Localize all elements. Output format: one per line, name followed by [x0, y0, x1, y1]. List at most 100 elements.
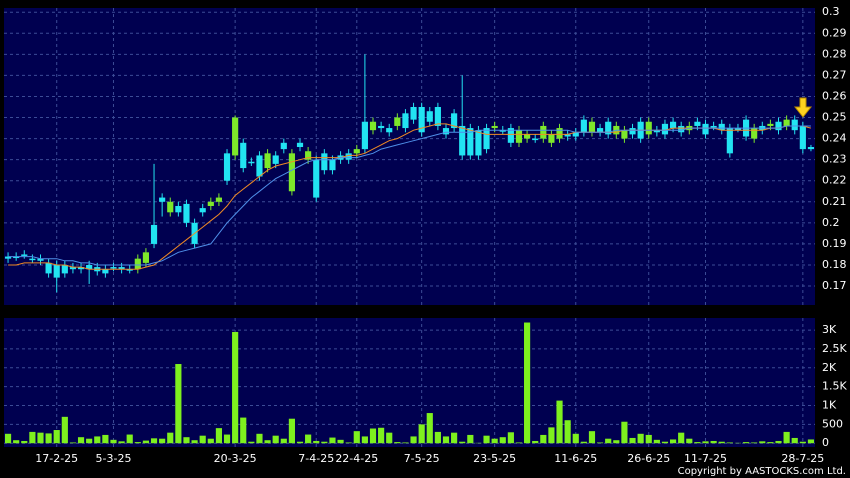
volume-bar [588, 431, 596, 444]
x-tick-label: 7-5-25 [404, 452, 440, 465]
candle-body [751, 128, 758, 139]
volume-bar [645, 434, 652, 444]
volume-bar [694, 442, 701, 444]
candle-body [515, 130, 523, 143]
volume-bar [451, 432, 458, 444]
volume-bar [426, 413, 433, 444]
volume-bar [742, 442, 750, 444]
volume-bar [288, 418, 295, 444]
volume-bar [150, 438, 158, 444]
volume-bar [215, 428, 222, 444]
volume-bar [207, 438, 214, 444]
candle-body [678, 125, 685, 133]
candle-body [661, 123, 669, 135]
candle-body [248, 161, 255, 164]
volume-bar [418, 424, 425, 444]
volume-bar [86, 438, 93, 444]
candle-body [53, 264, 60, 278]
volume-bar [491, 438, 498, 444]
volume-bar [183, 437, 190, 444]
candle-body [621, 130, 628, 139]
volume-bar [313, 440, 320, 444]
candle-body [329, 159, 336, 171]
candle-body [645, 121, 652, 135]
candle-body [418, 107, 425, 133]
x-tick-label: 11-7-25 [684, 452, 727, 465]
candle-body [605, 121, 612, 135]
candle-body [272, 155, 279, 164]
volume-bar [467, 434, 474, 444]
y-tick-label: 0.21 [822, 195, 847, 208]
volume-bar [369, 428, 377, 444]
candle-body [524, 134, 531, 139]
volume-bar [386, 432, 393, 444]
volume-bar [767, 442, 774, 444]
candle-body [167, 201, 174, 213]
volume-bar [13, 440, 20, 444]
y-tick-label: 0.29 [822, 26, 847, 39]
candle-body [353, 149, 360, 154]
candle-body [313, 159, 320, 198]
candle-body [702, 123, 709, 135]
volume-bar [37, 432, 44, 444]
volume-bar [597, 442, 604, 444]
candle-body [499, 130, 506, 132]
y-tick-label: 0.25 [822, 111, 847, 124]
candle-body [718, 123, 725, 131]
candle-body [345, 153, 352, 160]
volume-bar [167, 432, 174, 444]
candle-body [207, 201, 214, 206]
volume-bar [459, 441, 466, 444]
candle-body [134, 258, 141, 270]
volume-bar [329, 437, 336, 444]
volume-tick-label: 3K [822, 323, 837, 336]
candle-body [86, 264, 93, 270]
candle-body [442, 128, 450, 135]
volume-bar [21, 440, 28, 444]
x-tick-label: 23-5-25 [473, 452, 516, 465]
y-tick-label: 0.26 [822, 89, 847, 102]
candle-body [588, 121, 596, 133]
x-tick-label: 17-2-25 [35, 452, 78, 465]
volume-bar [53, 430, 60, 444]
candle-body [110, 267, 117, 269]
volume-bar [102, 434, 109, 444]
candle-body [118, 267, 125, 270]
volume-bar [775, 440, 782, 444]
candle-body [13, 256, 20, 259]
y-tick-label: 0.27 [822, 68, 847, 81]
candle-body [799, 125, 806, 150]
candle-body [296, 142, 304, 148]
candle-body [564, 134, 571, 137]
candle-body [597, 128, 604, 133]
candle-body [45, 262, 52, 274]
volume-tick-label: 500 [822, 417, 843, 430]
y-tick-label: 0.24 [822, 132, 847, 145]
volume-bar [126, 434, 133, 444]
volume-bar [69, 442, 77, 444]
volume-bar [442, 436, 450, 444]
candle-body [264, 153, 271, 169]
volume-bar [110, 439, 117, 444]
candle-body [467, 128, 474, 156]
volume-bar [264, 440, 271, 444]
candle-body [451, 113, 458, 129]
candle-body [580, 119, 587, 133]
volume-bar [321, 441, 328, 444]
volume-bar [791, 437, 798, 444]
candle-body [629, 128, 636, 135]
x-tick-label: 22-4-25 [335, 452, 378, 465]
candle-body [61, 264, 68, 274]
volume-bar [45, 433, 52, 444]
volume-bar [807, 439, 815, 444]
volume-bar [199, 435, 206, 444]
volume-bar [605, 438, 612, 444]
volume-bar [799, 441, 806, 444]
volume-bar [572, 433, 579, 444]
volume-bar [678, 432, 685, 444]
candle-body [378, 125, 385, 129]
volume-bar [240, 417, 247, 444]
candle-body [199, 208, 206, 213]
volume-bar [159, 438, 166, 444]
candle-body [669, 121, 677, 129]
